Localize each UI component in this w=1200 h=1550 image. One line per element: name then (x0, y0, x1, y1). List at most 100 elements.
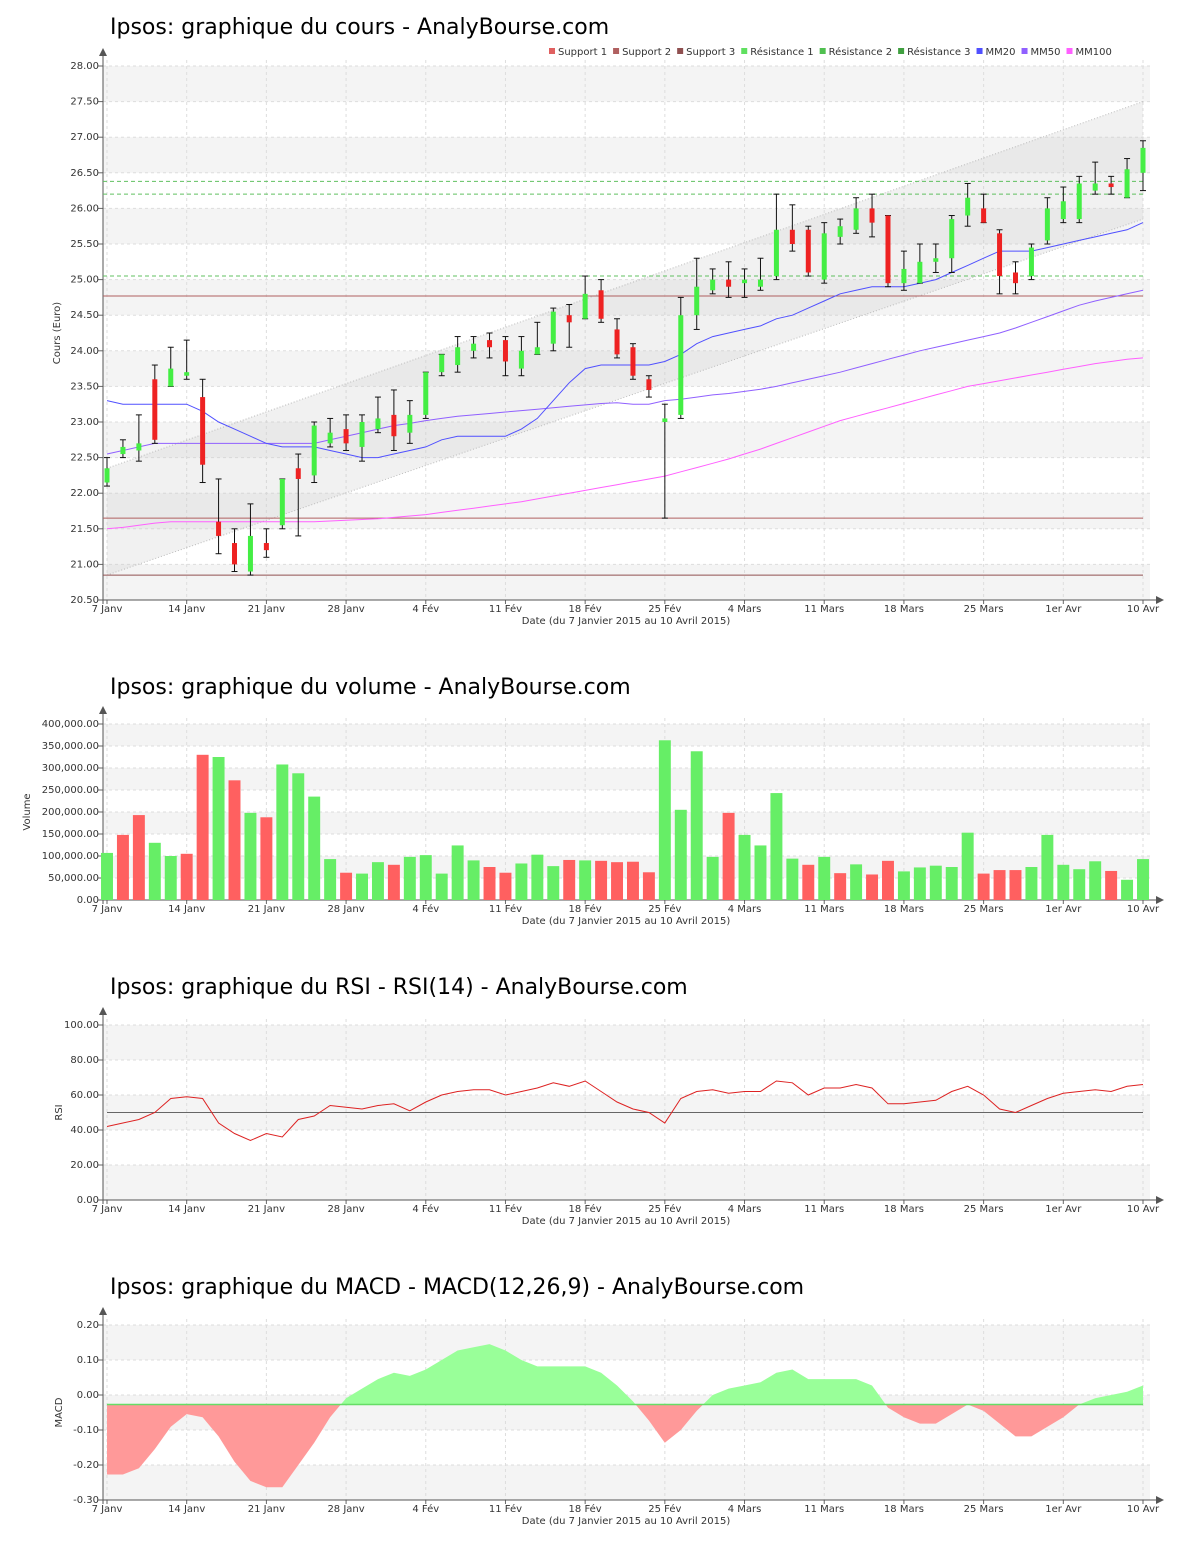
volume-bar (387, 864, 400, 900)
volume-bar (818, 856, 831, 900)
y-tick-label: -0.30 (73, 1495, 99, 1506)
y-tick-label: 25.00 (70, 275, 99, 286)
x-tick-label: 25 Fév (648, 603, 681, 615)
y-axis-arrow (99, 706, 107, 714)
volume-bar (276, 764, 289, 900)
y-tick-label: 28.00 (70, 61, 99, 72)
candle (773, 193, 780, 281)
y-tick-label: -0.10 (73, 1425, 99, 1436)
candle (789, 204, 796, 252)
candle-body (534, 347, 540, 355)
candle (1044, 197, 1051, 245)
volume-bar (579, 860, 592, 900)
candle (1028, 243, 1035, 281)
candle-body (917, 261, 923, 284)
legend-entry: Résistance 3 (907, 46, 970, 58)
legend-swatch (819, 48, 826, 54)
candle-body (997, 233, 1003, 277)
candle-body (471, 343, 477, 351)
candle-body (295, 468, 301, 479)
x-tick-label: 25 Fév (648, 903, 681, 915)
grid-band (103, 564, 1150, 600)
volume-bar (850, 864, 863, 900)
volume-bar (977, 873, 990, 900)
x-axis-label: Date (du 7 Janvier 2015 au 10 Avril 2015… (522, 1516, 731, 1527)
volume-bar (1089, 861, 1102, 900)
candle (869, 193, 876, 238)
volume-bar (101, 852, 113, 900)
candle-body (1124, 169, 1130, 198)
volume-bar (547, 866, 560, 900)
candle (247, 503, 254, 576)
y-tick-label: 27.00 (70, 132, 99, 143)
macd-negative-area (107, 1404, 341, 1488)
volume-bar (180, 853, 193, 900)
x-axis-arrow (1156, 596, 1164, 604)
candle (900, 250, 907, 291)
candle-body (1076, 183, 1082, 220)
x-tick-label: 10 Avr (1127, 1504, 1160, 1515)
y-tick-label: -0.20 (73, 1460, 99, 1471)
volume-bar (499, 872, 512, 900)
x-axis-label: Date (du 7 Janvier 2015 au 10 Avril 2015… (522, 616, 731, 627)
x-tick-label: 25 Mars (964, 904, 1004, 915)
volume-bar (148, 842, 161, 900)
candle (1060, 186, 1067, 224)
volume-bar (196, 754, 209, 900)
volume-bar (658, 740, 671, 900)
grid-band (103, 1325, 1150, 1360)
candle (677, 296, 684, 419)
y-tick-label: 23.50 (70, 381, 99, 392)
y-tick-label: 100.00 (64, 1020, 99, 1031)
x-tick-label: 21 Janv (248, 604, 285, 615)
x-tick-label: 18 Mars (884, 1204, 924, 1215)
candle-body (678, 315, 684, 415)
candle-body (343, 429, 349, 444)
volume-bar (913, 867, 926, 900)
x-tick-label: 28 Janv (327, 1504, 364, 1515)
x-tick-label: 1er Avr (1045, 604, 1082, 615)
candle-body (279, 478, 285, 526)
candle-body (120, 446, 126, 455)
y-axis-label: Cours (Euro) (52, 302, 63, 365)
volume-bar (722, 812, 735, 900)
candle-body (375, 418, 381, 430)
y-axis-arrow (99, 1007, 107, 1015)
candle (821, 222, 828, 284)
volume-chart: Ipsos: graphique du volume - AnalyBourse… (22, 675, 1164, 927)
x-tick-label: 7 Janv (92, 604, 123, 615)
candle (279, 478, 286, 530)
y-axis-label: MACD (54, 1397, 65, 1427)
candle-body (566, 315, 572, 323)
grid-band (103, 1165, 1150, 1200)
x-tick-label: 4 Mars (728, 604, 762, 615)
y-tick-label: 24.50 (70, 310, 99, 321)
candle (470, 336, 477, 359)
volume-bar (1121, 879, 1134, 900)
y-tick-label: 22.50 (70, 453, 99, 464)
macd-negative-area (885, 1404, 968, 1424)
candle (311, 421, 318, 484)
candle-body (152, 379, 158, 440)
candle (1140, 140, 1146, 192)
candle-body (630, 347, 636, 376)
candle (183, 339, 190, 380)
volume-chart-title: Ipsos: graphique du volume - AnalyBourse… (110, 675, 631, 700)
candle-body (200, 397, 206, 465)
legend-swatch (1066, 48, 1073, 54)
candle-body (646, 379, 652, 390)
y-axis-arrow (99, 1307, 107, 1315)
y-tick-label: 150,000.00 (42, 829, 99, 840)
x-tick-label: 25 Mars (964, 1204, 1004, 1215)
price-chart-title: Ipsos: graphique du cours - AnalyBourse.… (110, 15, 609, 40)
candle (119, 439, 126, 459)
macd-positive-area (340, 1344, 636, 1405)
x-tick-label: 11 Mars (804, 1504, 844, 1515)
candle (996, 229, 1003, 295)
x-tick-label: 21 Janv (248, 1504, 285, 1515)
x-axis-label: Date (du 7 Janvier 2015 au 10 Avril 2015… (522, 1216, 731, 1227)
candle (502, 336, 509, 377)
candle (518, 336, 525, 377)
x-tick-label: 18 Mars (884, 904, 924, 915)
candle (853, 197, 860, 234)
